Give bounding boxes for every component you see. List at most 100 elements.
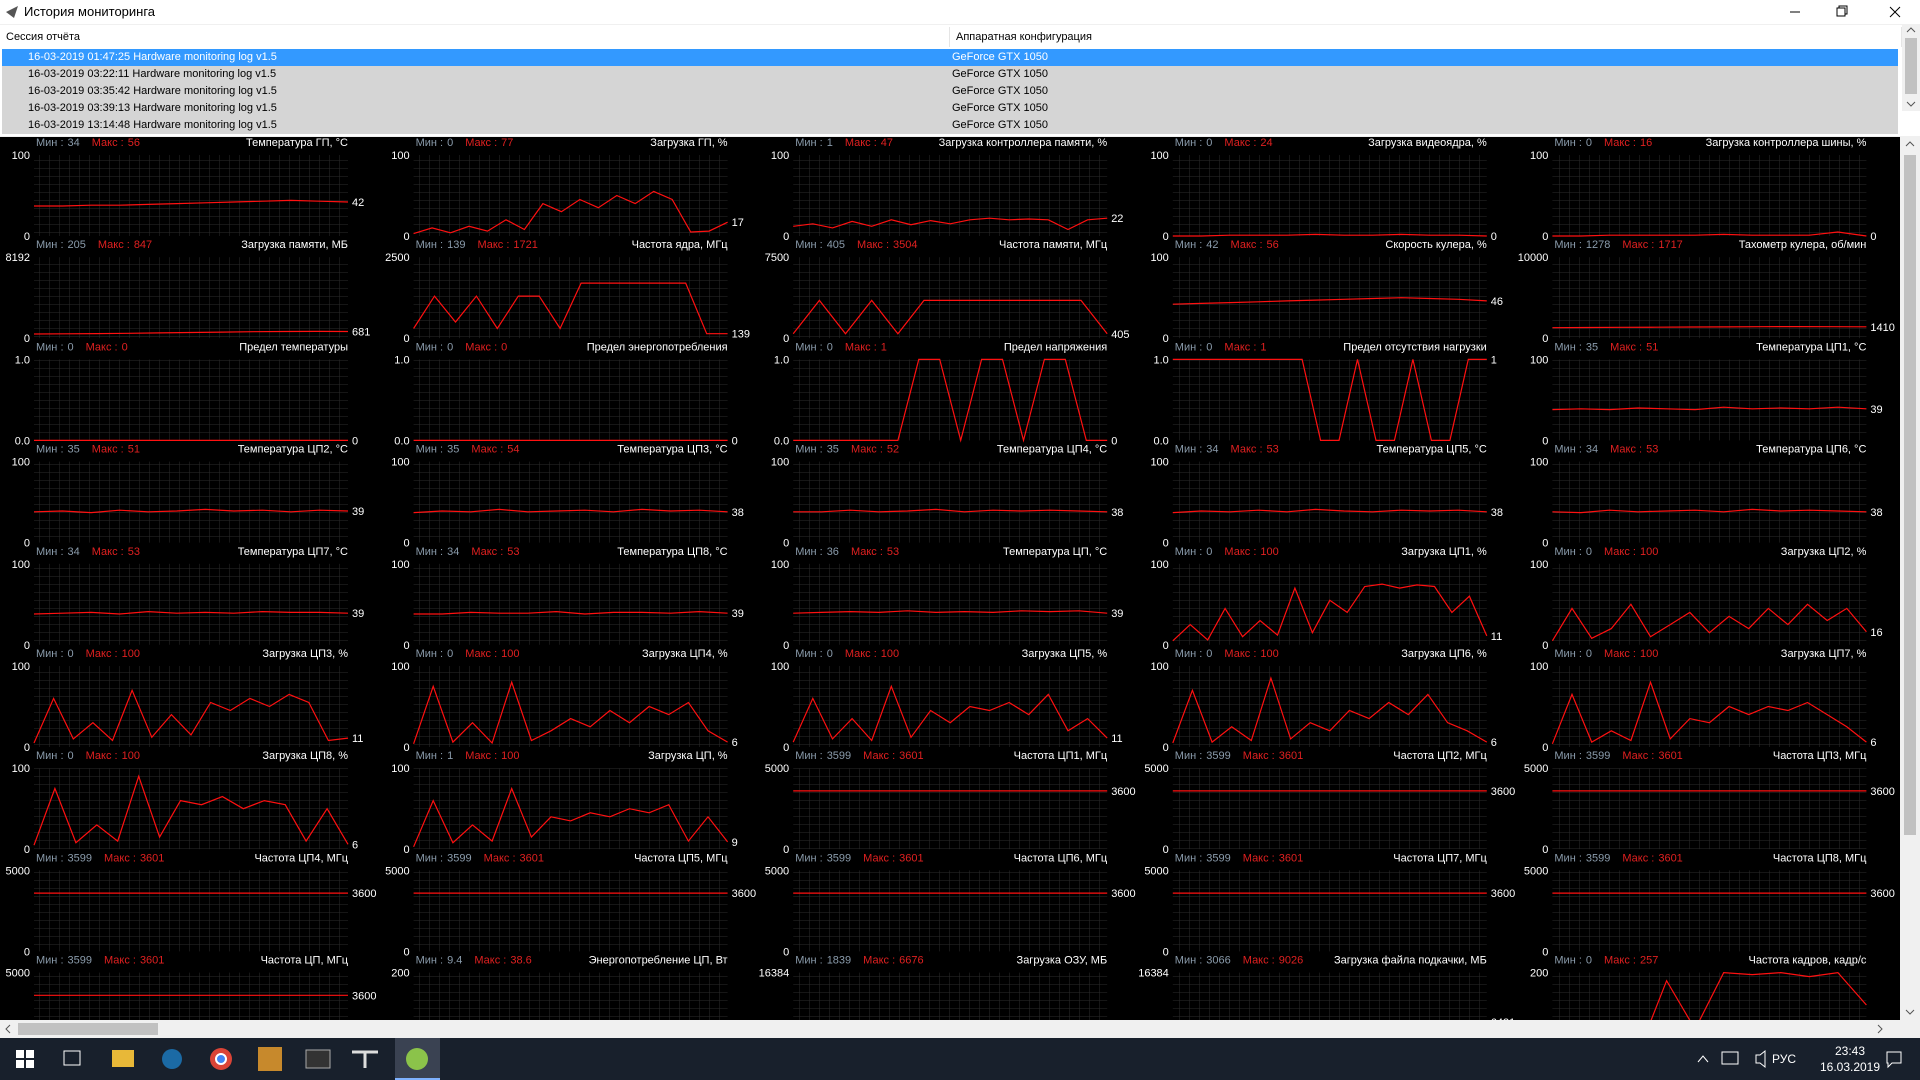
min-max: Мин : 405 Макс : 3504	[795, 239, 917, 251]
session-list[interactable]: Сессия отчёта Аппаратная конфигурация 16-0…	[0, 25, 1920, 136]
graph-title: Температура ЦП3, °С	[617, 444, 727, 456]
current-value: 38	[1111, 507, 1123, 519]
min-max: Мин :0 Макс :100	[1175, 546, 1279, 558]
max-value: 100	[122, 648, 140, 660]
current-value: 139	[732, 329, 750, 341]
min-value: 0	[827, 341, 833, 353]
max-value: 47	[881, 137, 893, 149]
session-row[interactable]: 16-03-2019 01:47:25 Hardware monitoring …	[2, 49, 1898, 66]
y-tick-label: 100	[12, 559, 30, 571]
min-max: Мин :3066 Макс : 9026	[1175, 955, 1303, 967]
graph-panel: Мин : 0 Макс : 100 Загрузка ЦП5, % 0 100 11	[771, 648, 1123, 754]
min-max: Мин : 3599 Макс : 3601	[1554, 852, 1682, 864]
y-tick-label: 100	[1150, 252, 1168, 264]
graph-title: Загрузка ЦП8, %	[262, 750, 348, 762]
max-value: 52	[887, 444, 899, 456]
min-max: Мин : 35 Макс : 51	[1554, 341, 1658, 353]
min-value: 1	[447, 750, 453, 762]
min-label: Мин :	[1554, 239, 1582, 251]
graph-title: Загрузка памяти, МБ	[241, 239, 348, 251]
min-label: Мин :	[416, 341, 444, 353]
plot-area	[1552, 359, 1867, 441]
trace-line	[413, 190, 728, 235]
graph-panel: Мин : 34 Макс : 56 Температура ГП, °С 0 100 42	[12, 137, 365, 243]
trace-line	[1172, 233, 1487, 237]
y-tick-label: 0	[403, 333, 409, 345]
notifications[interactable]	[1884, 1049, 1904, 1069]
y-tick-label: 0.0	[1154, 435, 1169, 447]
max-value: 257	[1640, 955, 1658, 967]
session-row[interactable]: 16-03-2019 13:14:48 Hardware monitoring …	[2, 117, 1898, 134]
current-value: 3600	[1870, 786, 1894, 798]
max-value: 77	[501, 137, 513, 149]
max-label: Макс :	[1243, 852, 1275, 864]
y-tick-label: 100	[12, 150, 30, 162]
trace-line	[793, 358, 1108, 443]
min-label: Мин :	[1175, 239, 1203, 251]
max-label: Макс :	[465, 648, 497, 660]
max-label: Макс :	[1224, 546, 1256, 558]
min-max: Мин : 0 Макс : 0	[36, 341, 128, 353]
min-label: Мин :	[36, 852, 64, 864]
trace-line	[793, 610, 1108, 614]
y-tick-label: 5000	[385, 865, 409, 877]
min-label: Мин :	[795, 239, 823, 251]
max-label: Макс :	[484, 852, 516, 864]
max-value: 3601	[1658, 750, 1682, 762]
plot-area	[793, 563, 1108, 645]
min-value: 34	[447, 546, 459, 558]
max-value: 3601	[1279, 750, 1303, 762]
clock-time[interactable]: 23:43	[1834, 1044, 1866, 1058]
session-row[interactable]: 16-03-2019 03:22:11 Hardware monitoring …	[2, 66, 1898, 83]
plot-area	[1552, 768, 1867, 850]
plot-area	[34, 563, 348, 645]
graph-title: Температура ЦП2, °С	[238, 444, 348, 456]
graph-panel: Мин :1 Макс : 100 Загрузка ЦП, % 0 100 9	[391, 750, 737, 856]
min-label: Мин :	[1554, 341, 1582, 353]
y-tick-label: 100	[771, 150, 789, 162]
max-label: Макс :	[1604, 546, 1636, 558]
min-value: 34	[68, 546, 80, 558]
graph-scrollbar[interactable]	[1900, 137, 1920, 1020]
tray-icons[interactable]	[1690, 1038, 1830, 1080]
min-max: Мин :9.4 Макс : 38.6	[416, 955, 532, 967]
min-max: Мин :0 Макс :100	[36, 750, 140, 762]
y-tick-label: 5000	[1144, 763, 1168, 775]
min-value: 0	[827, 648, 833, 660]
list-scrollbar[interactable]	[1902, 24, 1920, 111]
graph-title: Температура ЦП5, °С	[1377, 444, 1487, 456]
max-label: Макс :	[1604, 648, 1636, 660]
graph-panel: Мин : 0 Макс : 16 Загрузка контроллера шины,…	[1530, 137, 1876, 243]
min-value: 0	[68, 648, 74, 660]
min-max: Мин :0 Макс :100	[416, 648, 520, 660]
y-tick-label: 100	[12, 457, 30, 469]
clock-date[interactable]: 16.03.2019	[1819, 1060, 1881, 1074]
y-tick-label: 0	[783, 742, 789, 754]
taskbar-icons[interactable]	[0, 1038, 460, 1080]
min-value: 0	[1206, 137, 1212, 149]
trace-line	[413, 680, 728, 745]
max-label: Макс :	[1622, 750, 1654, 762]
max-value: 3601	[520, 852, 544, 864]
y-tick-label: 0	[24, 333, 30, 345]
min-max: Мин :0 Макс :100	[36, 648, 140, 660]
plot-area	[34, 155, 348, 236]
y-tick-label: 5000	[765, 763, 789, 775]
current-value: 1410	[1870, 322, 1894, 334]
min-label: Мин :	[416, 648, 444, 660]
min-value: 0	[447, 648, 453, 660]
graph-panel: Мин :35 Макс : 54 Температура ЦП3, °С 0 100 38	[391, 444, 744, 550]
min-label: Мин :	[416, 239, 444, 251]
min-max: Мин :0 Макс : 77	[416, 137, 514, 149]
min-value: 0	[1206, 341, 1212, 353]
horizontal-scrollbar[interactable]	[0, 1020, 1920, 1038]
window-controls[interactable]	[1770, 0, 1920, 24]
max-label: Макс :	[465, 750, 497, 762]
min-value: 1278	[1586, 239, 1610, 251]
y-tick-label: 0	[1163, 231, 1169, 243]
language[interactable]: РУС	[1772, 1052, 1797, 1066]
column-header: Аппаратная конфигурация	[950, 27, 1902, 47]
min-label: Мин :	[416, 750, 444, 762]
session-row[interactable]: 16-03-2019 03:39:13 Hardware monitoring …	[2, 100, 1898, 117]
session-row[interactable]: 16-03-2019 03:35:42 Hardware monitoring …	[2, 83, 1898, 100]
